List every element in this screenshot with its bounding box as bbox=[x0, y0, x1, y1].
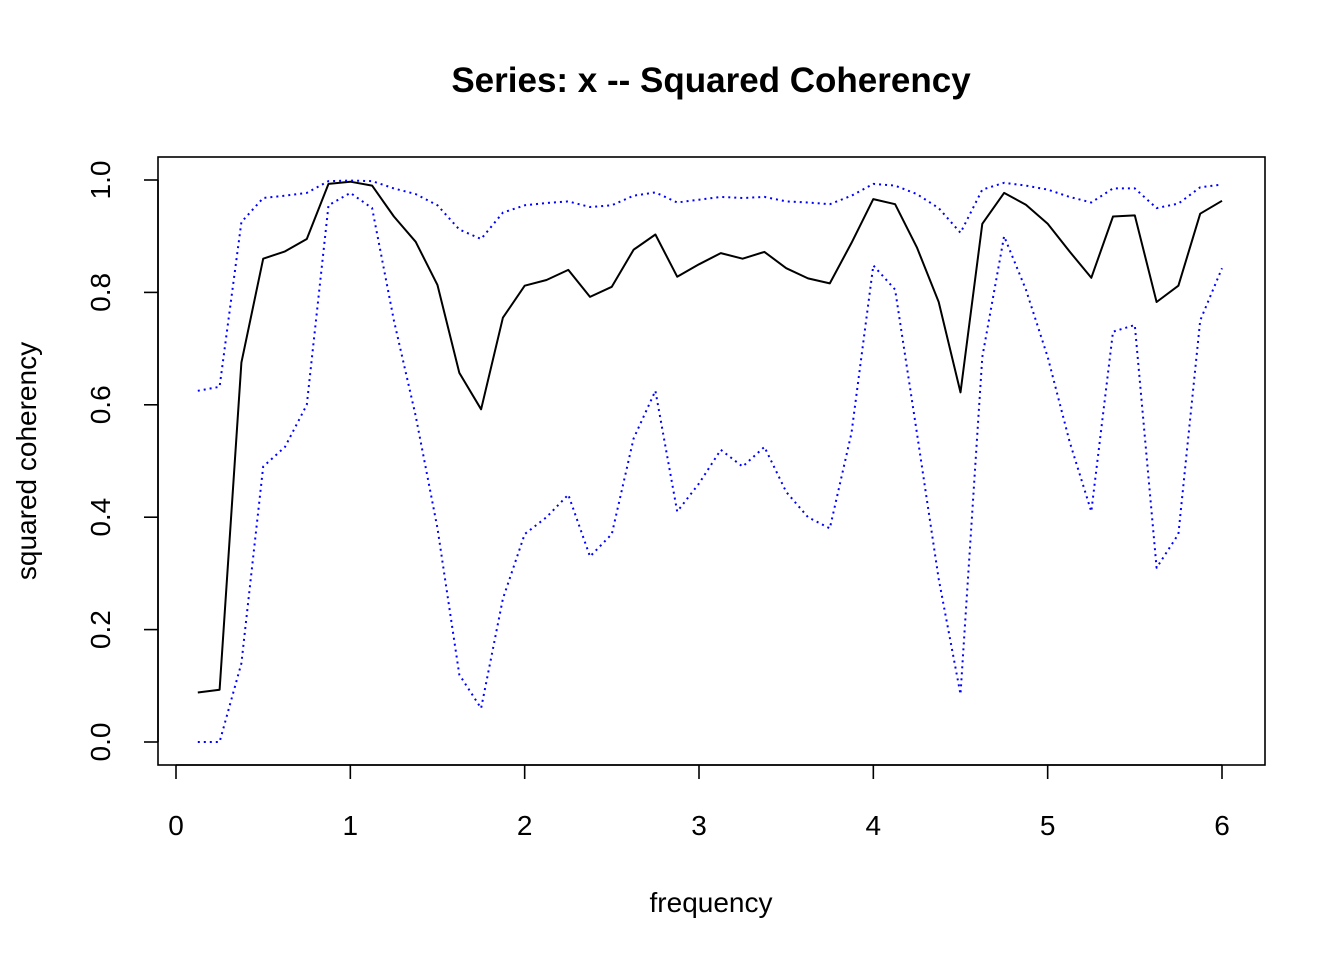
chart-title: Series: x -- Squared Coherency bbox=[451, 61, 971, 100]
x-tick-label: 1 bbox=[343, 810, 359, 841]
y-tick-label: 0.8 bbox=[85, 273, 116, 312]
x-tick-label: 4 bbox=[866, 810, 882, 841]
x-tick-label: 0 bbox=[168, 810, 184, 841]
coherency-line-0 bbox=[197, 180, 1223, 694]
y-tick-label: 0.6 bbox=[85, 385, 116, 424]
confidence-bound-line-1 bbox=[197, 179, 1223, 392]
y-axis-label: squared coherency bbox=[11, 342, 42, 580]
y-axis: 0.0 0.2 0.4 0.6 0.8 1.0 bbox=[85, 161, 159, 762]
x-tick-label: 3 bbox=[691, 810, 707, 841]
confidence-bound-line-2 bbox=[197, 191, 1223, 743]
x-tick-label: 6 bbox=[1214, 810, 1230, 841]
x-tick-label: 2 bbox=[517, 810, 533, 841]
x-axis: 0 1 2 3 4 5 6 bbox=[168, 764, 1230, 841]
x-axis-label: frequency bbox=[650, 887, 773, 918]
y-tick-label: 1.0 bbox=[85, 161, 116, 200]
x-tick-label: 5 bbox=[1040, 810, 1056, 841]
y-tick-label: 0.0 bbox=[85, 723, 116, 762]
y-tick-label: 0.2 bbox=[85, 610, 116, 649]
series-layer bbox=[197, 179, 1223, 743]
y-tick-label: 0.4 bbox=[85, 498, 116, 537]
